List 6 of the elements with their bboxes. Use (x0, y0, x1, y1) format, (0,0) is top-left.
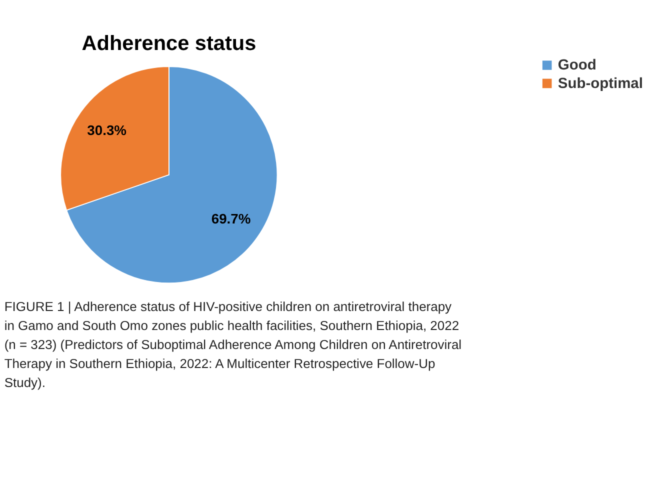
legend-label: Sub-optimal (558, 76, 643, 92)
data-label: 69.7% (211, 210, 251, 226)
caption: FIGURE 1 | Adherence status of HIV-positive children on antiretroviral therapy in Gamo and South Omo zones public health facilities, Southern Ethiopia, 2022 (n = 323) (Predictors of Suboptimal Adherence Among Children on Antiretroviral Therapy in Southern Ethiopia, 2022: A Multicenter Retrospective Follow-Up Study). (4, 298, 462, 390)
data-label: 30.3% (87, 122, 126, 138)
chart-title: Adherence status (82, 32, 256, 56)
legend-label: Good (558, 58, 596, 74)
